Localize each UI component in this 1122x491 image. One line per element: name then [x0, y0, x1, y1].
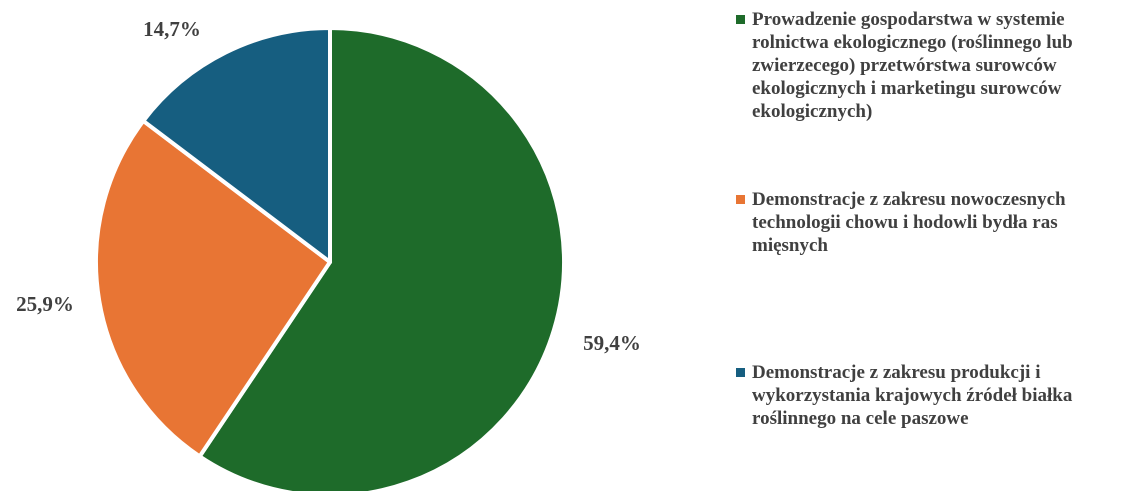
legend-item-beef-cattle: Demonstracje z zakresu nowoczesnych tech… [736, 188, 1116, 257]
legend-label-plant-protein: Demonstracje z zakresu produkcji i wykor… [752, 362, 1073, 429]
pie-slices [94, 26, 566, 491]
data-label-beef-cattle: 25,9% [16, 292, 74, 316]
pie-data-labels: 59,4% 25,9% 14,7% [16, 17, 641, 355]
pie-slice-plant-protein [141, 26, 332, 264]
legend-label-organic-farming: Prowadzenie gospodarstwa w systemie roln… [752, 9, 1073, 122]
legend-swatch-plant-protein [736, 368, 745, 377]
legend-swatch-beef-cattle [736, 195, 745, 204]
legend-label-beef-cattle: Demonstracje z zakresu nowoczesnych tech… [752, 189, 1066, 256]
legend-item-plant-protein: Demonstracje z zakresu produkcji i wykor… [736, 361, 1116, 430]
legend-swatch-organic-farming [736, 15, 745, 24]
pie-slice-beef-cattle [94, 118, 332, 459]
data-label-organic-farming: 59,4% [583, 331, 641, 355]
pie-slice-organic-farming [197, 26, 566, 491]
data-label-plant-protein: 14,7% [143, 17, 201, 41]
legend-item-organic-farming: Prowadzenie gospodarstwa w systemie roln… [736, 8, 1116, 123]
